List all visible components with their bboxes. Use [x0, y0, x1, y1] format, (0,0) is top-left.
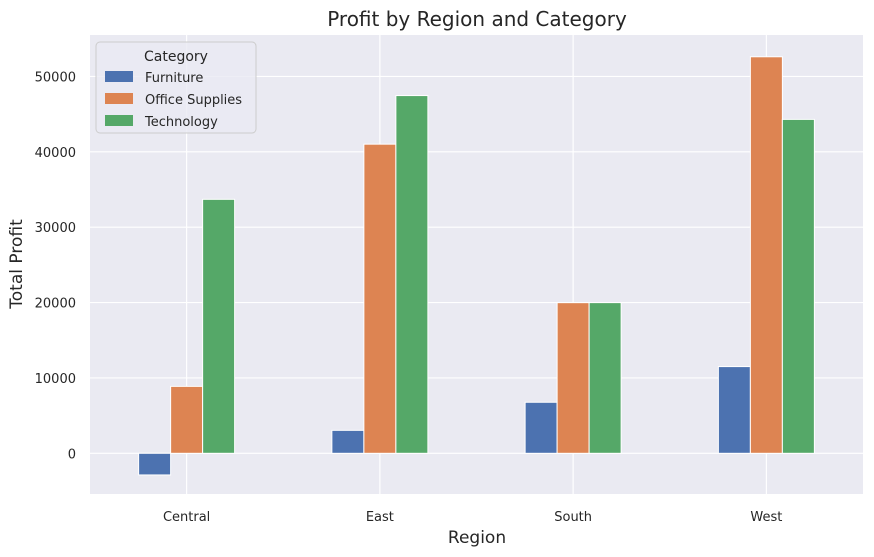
legend-label: Office Supplies — [145, 93, 242, 108]
bar — [202, 198, 236, 454]
y-tick-label: 40000 — [35, 146, 76, 161]
legend-label: Technology — [144, 115, 218, 130]
y-axis-title: Total Profit — [7, 219, 27, 310]
y-tick-label: 20000 — [35, 297, 76, 312]
legend-swatch — [105, 93, 133, 104]
x-axis-ticks: Central East South West — [163, 510, 782, 525]
bar — [717, 366, 751, 454]
x-tick-label: Central — [163, 510, 210, 525]
bar — [556, 302, 590, 454]
legend-items: Furniture Office Supplies Technology — [105, 71, 242, 130]
legend-title: Category — [144, 49, 208, 65]
bar — [524, 401, 558, 454]
bar — [588, 302, 622, 454]
bar — [138, 452, 172, 476]
legend-swatch — [105, 115, 133, 126]
y-tick-label: 50000 — [35, 70, 76, 85]
y-tick-label: 30000 — [35, 221, 76, 236]
y-tick-label: 0 — [68, 447, 76, 462]
x-tick-label: South — [554, 510, 592, 525]
bar — [781, 118, 815, 454]
bar — [331, 429, 365, 454]
bar — [363, 143, 397, 454]
legend-swatch — [105, 71, 133, 82]
chart-title: Profit by Region and Category — [327, 7, 627, 31]
y-tick-label: 10000 — [35, 372, 76, 387]
bar — [749, 56, 783, 454]
bar — [395, 95, 429, 454]
x-axis-title: Region — [448, 528, 506, 548]
legend: Category Furniture Office Supplies Technol… — [95, 41, 257, 134]
y-axis-ticks: 0 10000 20000 30000 40000 50000 — [35, 70, 76, 462]
legend-box — [95, 41, 257, 134]
x-tick-label: West — [750, 510, 782, 525]
bars — [138, 56, 815, 476]
x-tick-label: East — [366, 510, 394, 525]
bar — [170, 385, 204, 454]
legend-label: Furniture — [145, 71, 203, 86]
